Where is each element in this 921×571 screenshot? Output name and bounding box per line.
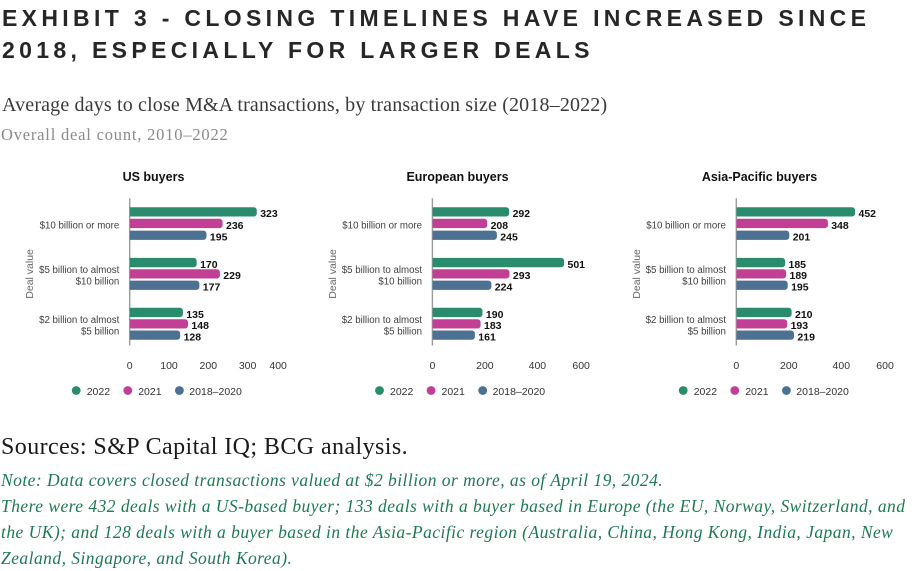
svg-text:208: 208	[491, 220, 509, 232]
svg-text:$10 billion or more: $10 billion or more	[646, 221, 726, 232]
svg-text:$5 billion to almost: $5 billion to almost	[39, 265, 120, 276]
svg-text:600: 600	[572, 360, 590, 372]
svg-text:245: 245	[500, 232, 518, 244]
svg-text:2018–2020: 2018–2020	[796, 386, 849, 398]
svg-text:200: 200	[476, 360, 494, 372]
svg-text:$2 billion to almost: $2 billion to almost	[646, 315, 727, 326]
svg-text:Deal value: Deal value	[24, 249, 36, 299]
svg-text:$2 billion to almost: $2 billion to almost	[342, 315, 423, 326]
svg-text:195: 195	[791, 282, 809, 294]
svg-text:292: 292	[513, 208, 531, 220]
svg-text:224: 224	[495, 282, 513, 294]
svg-text:$5 billion: $5 billion	[81, 327, 119, 338]
svg-text:236: 236	[226, 220, 244, 232]
svg-text:0: 0	[429, 360, 435, 372]
svg-text:$10 billion or more: $10 billion or more	[342, 221, 422, 232]
svg-text:229: 229	[223, 270, 241, 282]
svg-text:US buyers: US buyers	[123, 170, 185, 184]
svg-text:148: 148	[191, 320, 209, 332]
svg-text:$10 billion: $10 billion	[76, 277, 120, 288]
svg-text:2018–2020: 2018–2020	[493, 386, 546, 398]
svg-text:2022: 2022	[87, 386, 111, 398]
svg-text:Deal value: Deal value	[631, 249, 643, 299]
svg-text:2018–2020: 2018–2020	[189, 386, 242, 398]
svg-text:501: 501	[568, 259, 586, 271]
svg-text:170: 170	[200, 259, 218, 271]
svg-text:$5 billion to almost: $5 billion to almost	[646, 265, 727, 276]
svg-text:2021: 2021	[442, 386, 466, 398]
svg-text:$10 billion: $10 billion	[682, 277, 726, 288]
svg-text:2022: 2022	[694, 386, 718, 398]
svg-text:600: 600	[876, 360, 894, 372]
svg-text:135: 135	[186, 309, 204, 321]
svg-text:189: 189	[790, 270, 808, 282]
svg-text:European buyers: European buyers	[406, 170, 508, 184]
svg-text:400: 400	[529, 360, 547, 372]
svg-text:293: 293	[513, 270, 531, 282]
svg-text:$10 billion: $10 billion	[378, 277, 422, 288]
svg-text:185: 185	[789, 259, 807, 271]
svg-text:$10 billion or more: $10 billion or more	[40, 221, 120, 232]
svg-text:400: 400	[269, 360, 287, 372]
svg-text:193: 193	[791, 320, 809, 332]
svg-text:2021: 2021	[138, 386, 162, 398]
svg-text:201: 201	[793, 232, 811, 244]
svg-text:128: 128	[184, 332, 202, 344]
svg-text:0: 0	[733, 360, 739, 372]
svg-text:183: 183	[484, 320, 502, 332]
svg-text:200: 200	[780, 360, 798, 372]
svg-text:348: 348	[831, 220, 849, 232]
svg-text:190: 190	[486, 309, 504, 321]
svg-text:$5 billion: $5 billion	[688, 327, 726, 338]
svg-text:195: 195	[210, 232, 228, 244]
svg-text:Asia-Pacific buyers: Asia-Pacific buyers	[702, 170, 817, 184]
svg-text:2021: 2021	[745, 386, 769, 398]
svg-text:177: 177	[203, 282, 221, 294]
svg-text:$5 billion: $5 billion	[384, 327, 422, 338]
svg-text:300: 300	[239, 360, 257, 372]
svg-text:100: 100	[160, 360, 178, 372]
svg-text:323: 323	[260, 208, 278, 220]
svg-text:200: 200	[200, 360, 218, 372]
svg-text:161: 161	[478, 332, 496, 344]
svg-text:Deal value: Deal value	[327, 249, 339, 299]
svg-text:210: 210	[795, 309, 813, 321]
svg-text:400: 400	[833, 360, 851, 372]
svg-text:2022: 2022	[390, 386, 414, 398]
svg-text:0: 0	[127, 360, 133, 372]
svg-text:$5 billion to almost: $5 billion to almost	[342, 265, 423, 276]
svg-text:452: 452	[859, 208, 877, 220]
svg-text:219: 219	[797, 332, 815, 344]
svg-text:$2 billion to almost: $2 billion to almost	[39, 315, 120, 326]
